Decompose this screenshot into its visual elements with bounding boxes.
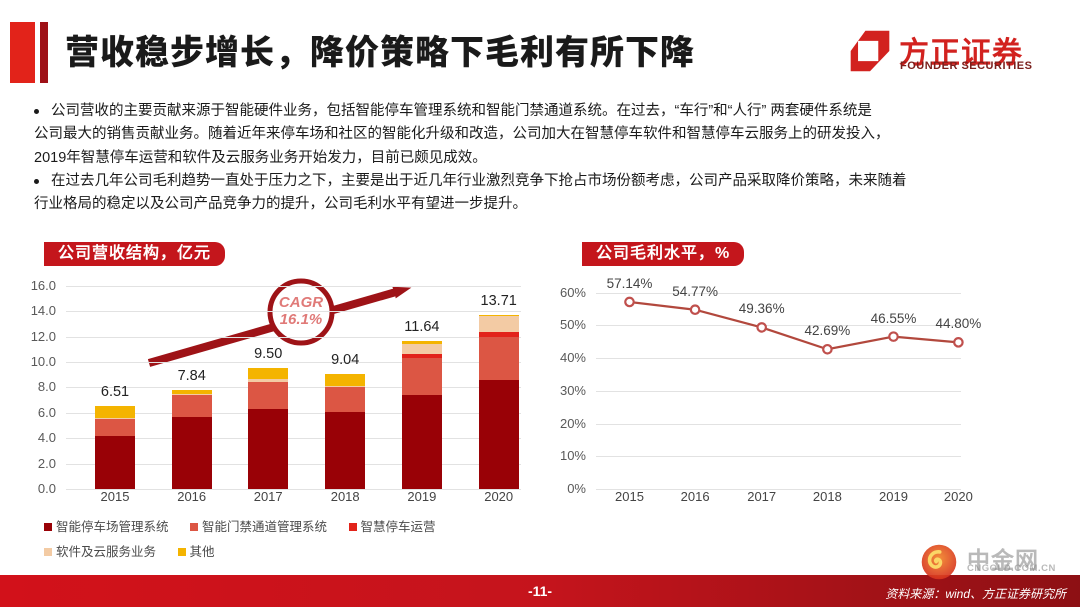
svg-text:16.1%: 16.1% <box>280 311 323 328</box>
svg-text:CAGR: CAGR <box>279 294 323 311</box>
